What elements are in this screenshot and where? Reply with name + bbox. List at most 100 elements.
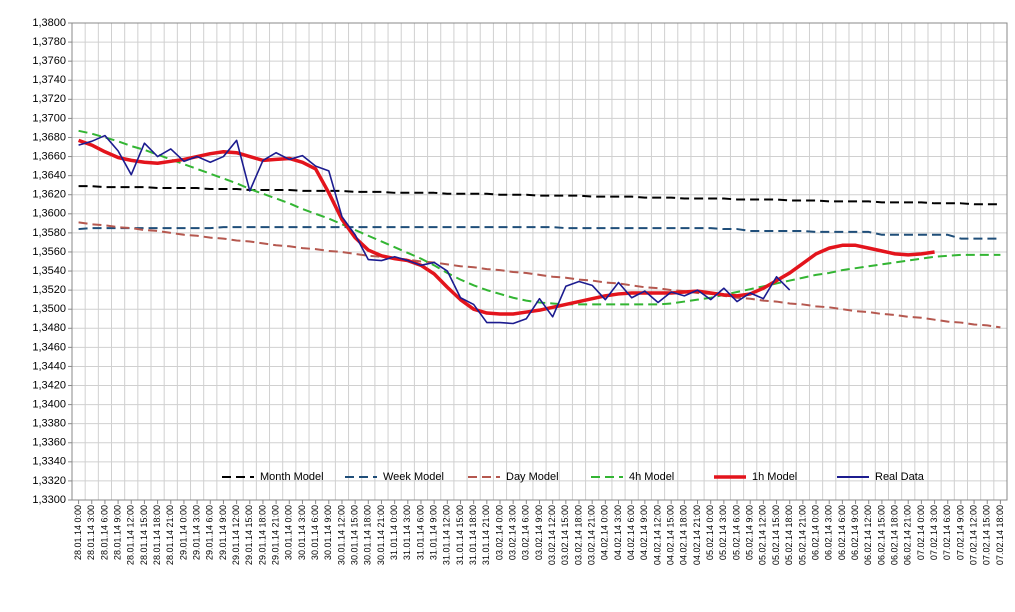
x-tick-label: 06.02.14 9:00 <box>850 505 860 560</box>
x-tick-label: 03.02.14 12:00 <box>547 505 557 565</box>
y-tick-label: 1,3300 <box>32 494 66 506</box>
x-tick-label: 30.01.14 21:00 <box>376 505 386 565</box>
x-tick-label: 05.02.14 15:00 <box>771 505 781 565</box>
x-tick-label: 29.01.14 21:00 <box>270 505 280 565</box>
x-tick-label: 07.02.14 9:00 <box>955 505 965 560</box>
x-tick-label: 03.02.14 18:00 <box>573 505 583 565</box>
x-tick-label: 06.02.14 3:00 <box>824 505 834 560</box>
x-tick-label: 31.01.14 0:00 <box>389 505 399 560</box>
x-tick-label: 06.02.14 18:00 <box>889 505 899 565</box>
y-tick-label: 1,3700 <box>32 112 66 124</box>
x-tick-label: 07.02.14 6:00 <box>942 505 952 560</box>
y-tick-label: 1,3460 <box>32 341 66 353</box>
y-tick-label: 1,3800 <box>32 17 66 29</box>
x-tick-label: 31.01.14 18:00 <box>468 505 478 565</box>
plot-frame <box>71 22 1008 501</box>
x-tick-label: 28.01.14 21:00 <box>165 505 175 565</box>
x-tick-label: 04.02.14 3:00 <box>613 505 623 560</box>
y-tick-label: 1,3320 <box>32 475 66 487</box>
x-tick-label: 06.02.14 15:00 <box>876 505 886 565</box>
x-tick-label: 03.02.14 21:00 <box>587 505 597 565</box>
x-tick-label: 05.02.14 6:00 <box>731 505 741 560</box>
x-tick-label: 28.01.14 9:00 <box>112 505 122 560</box>
x-tick-label: 07.02.14 12:00 <box>968 505 978 565</box>
legend-label: 1h Model <box>752 471 797 483</box>
x-tick-label: 29.01.14 15:00 <box>244 505 254 565</box>
y-tick-label: 1,3580 <box>32 227 66 239</box>
x-tick-label: 03.02.14 6:00 <box>521 505 531 560</box>
y-tick-label: 1,3620 <box>32 189 66 201</box>
y-tick-label: 1,3560 <box>32 246 66 258</box>
series-line <box>78 221 1001 329</box>
legend-label: Month Model <box>260 471 324 483</box>
y-tick-label: 1,3540 <box>32 265 66 277</box>
x-tick-label: 05.02.14 12:00 <box>758 505 768 565</box>
y-tick-label: 1,3680 <box>32 131 66 143</box>
x-tick-label: 05.02.14 3:00 <box>718 505 728 560</box>
x-tick-label: 04.02.14 18:00 <box>679 505 689 565</box>
x-tick-label: 30.01.14 18:00 <box>363 505 373 565</box>
y-tick-label: 1,3720 <box>32 93 66 105</box>
y-tick-label: 1,3360 <box>32 437 66 449</box>
x-tick-label: 31.01.14 21:00 <box>481 505 491 565</box>
x-tick-label: 07.02.14 15:00 <box>982 505 992 565</box>
x-tick-label: 05.02.14 18:00 <box>784 505 794 565</box>
x-tick-label: 29.01.14 9:00 <box>218 505 228 560</box>
y-tick-label: 1,3600 <box>32 208 66 220</box>
x-tick-label: 07.02.14 0:00 <box>916 505 926 560</box>
x-tick-label: 04.02.14 6:00 <box>626 505 636 560</box>
x-tick-label: 29.01.14 18:00 <box>257 505 267 565</box>
x-tick-label: 03.02.14 9:00 <box>534 505 544 560</box>
y-tick-label: 1,3740 <box>32 74 66 86</box>
x-tick-label: 04.02.14 9:00 <box>639 505 649 560</box>
x-tick-label: 29.01.14 0:00 <box>178 505 188 560</box>
x-tick-label: 30.01.14 9:00 <box>323 505 333 560</box>
x-tick-label: 31.01.14 3:00 <box>402 505 412 560</box>
x-tick-label: 06.02.14 0:00 <box>810 505 820 560</box>
x-tick-label: 04.02.14 15:00 <box>666 505 676 565</box>
y-tick-label: 1,3760 <box>32 55 66 67</box>
x-tick-label: 29.01.14 3:00 <box>191 505 201 560</box>
x-tick-label: 28.01.14 6:00 <box>99 505 109 560</box>
x-tick-label: 31.01.14 12:00 <box>442 505 452 565</box>
x-tick-label: 06.02.14 6:00 <box>837 505 847 560</box>
x-tick-label: 30.01.14 12:00 <box>336 505 346 565</box>
y-tick-label: 1,3520 <box>32 284 66 296</box>
y-tick-label: 1,3340 <box>32 456 66 468</box>
y-tick-label: 1,3660 <box>32 150 66 162</box>
x-tick-label: 30.01.14 0:00 <box>284 505 294 560</box>
x-tick-label: 31.01.14 6:00 <box>415 505 425 560</box>
series-line <box>77 138 935 316</box>
x-tick-label: 06.02.14 21:00 <box>903 505 913 565</box>
y-tick-label: 1,3480 <box>32 322 66 334</box>
y-tick-label: 1,3380 <box>32 418 66 430</box>
x-tick-label: 07.02.14 3:00 <box>929 505 939 560</box>
x-tick-label: 06.02.14 12:00 <box>863 505 873 565</box>
x-tick-label: 04.02.14 12:00 <box>652 505 662 565</box>
x-tick-label: 03.02.14 0:00 <box>494 505 504 560</box>
y-tick-label: 1,3420 <box>32 379 66 391</box>
legend-label: 4h Model <box>629 471 674 483</box>
series-line <box>78 134 791 325</box>
x-tick-label: 04.02.14 21:00 <box>692 505 702 565</box>
x-tick-label: 05.02.14 0:00 <box>705 505 715 560</box>
y-tick-label: 1,3500 <box>32 303 66 315</box>
x-tick-label: 28.01.14 0:00 <box>73 505 83 560</box>
x-tick-label: 28.01.14 3:00 <box>86 505 96 560</box>
x-tick-label: 28.01.14 18:00 <box>152 505 162 565</box>
x-tick-label: 28.01.14 15:00 <box>139 505 149 565</box>
y-tick-label: 1,3440 <box>32 360 66 372</box>
x-tick-label: 05.02.14 21:00 <box>797 505 807 565</box>
x-tick-label: 04.02.14 0:00 <box>600 505 610 560</box>
x-tick-label: 29.01.14 12:00 <box>231 505 241 565</box>
y-tick-label: 1,3640 <box>32 170 66 182</box>
x-tick-label: 29.01.14 6:00 <box>205 505 215 560</box>
x-tick-label: 31.01.14 15:00 <box>455 505 465 565</box>
x-tick-label: 05.02.14 9:00 <box>745 505 755 560</box>
y-tick-label: 1,3780 <box>32 36 66 48</box>
series-line <box>78 129 1001 306</box>
x-tick-label: 31.01.14 9:00 <box>429 505 439 560</box>
x-tick-label: 03.02.14 3:00 <box>508 505 518 560</box>
